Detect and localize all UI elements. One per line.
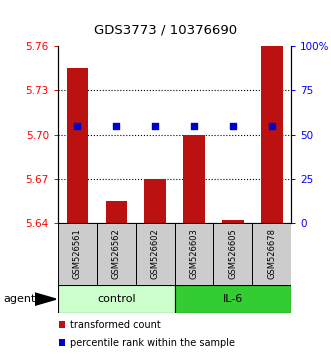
Bar [213, 223, 252, 285]
Point [191, 123, 197, 129]
Text: GDS3773 / 10376690: GDS3773 / 10376690 [94, 24, 237, 36]
Text: GSM526602: GSM526602 [151, 229, 160, 279]
Text: agent: agent [3, 294, 36, 304]
Bar [67, 68, 88, 223]
Bar [59, 321, 65, 328]
Bar [136, 223, 175, 285]
Bar [58, 223, 97, 285]
Text: percentile rank within the sample: percentile rank within the sample [70, 338, 234, 348]
Point [230, 123, 236, 129]
Text: GSM526561: GSM526561 [73, 229, 82, 279]
Text: control: control [97, 294, 136, 304]
Bar [175, 285, 291, 313]
Text: GSM526603: GSM526603 [190, 229, 199, 279]
Bar [144, 179, 166, 223]
Bar [252, 223, 291, 285]
Bar [106, 201, 127, 223]
Bar [261, 46, 283, 223]
Bar [183, 135, 205, 223]
Bar [97, 223, 136, 285]
Polygon shape [35, 293, 56, 305]
Text: GSM526678: GSM526678 [267, 228, 276, 280]
Bar [58, 285, 175, 313]
Text: GSM526605: GSM526605 [228, 229, 237, 279]
Text: IL-6: IL-6 [223, 294, 243, 304]
Point [153, 123, 158, 129]
Text: transformed count: transformed count [70, 320, 160, 330]
Point [114, 123, 119, 129]
Text: GSM526562: GSM526562 [112, 229, 121, 279]
Bar [59, 339, 65, 346]
Bar [222, 220, 244, 223]
Point [269, 123, 274, 129]
Bar [175, 223, 213, 285]
Point [75, 123, 80, 129]
